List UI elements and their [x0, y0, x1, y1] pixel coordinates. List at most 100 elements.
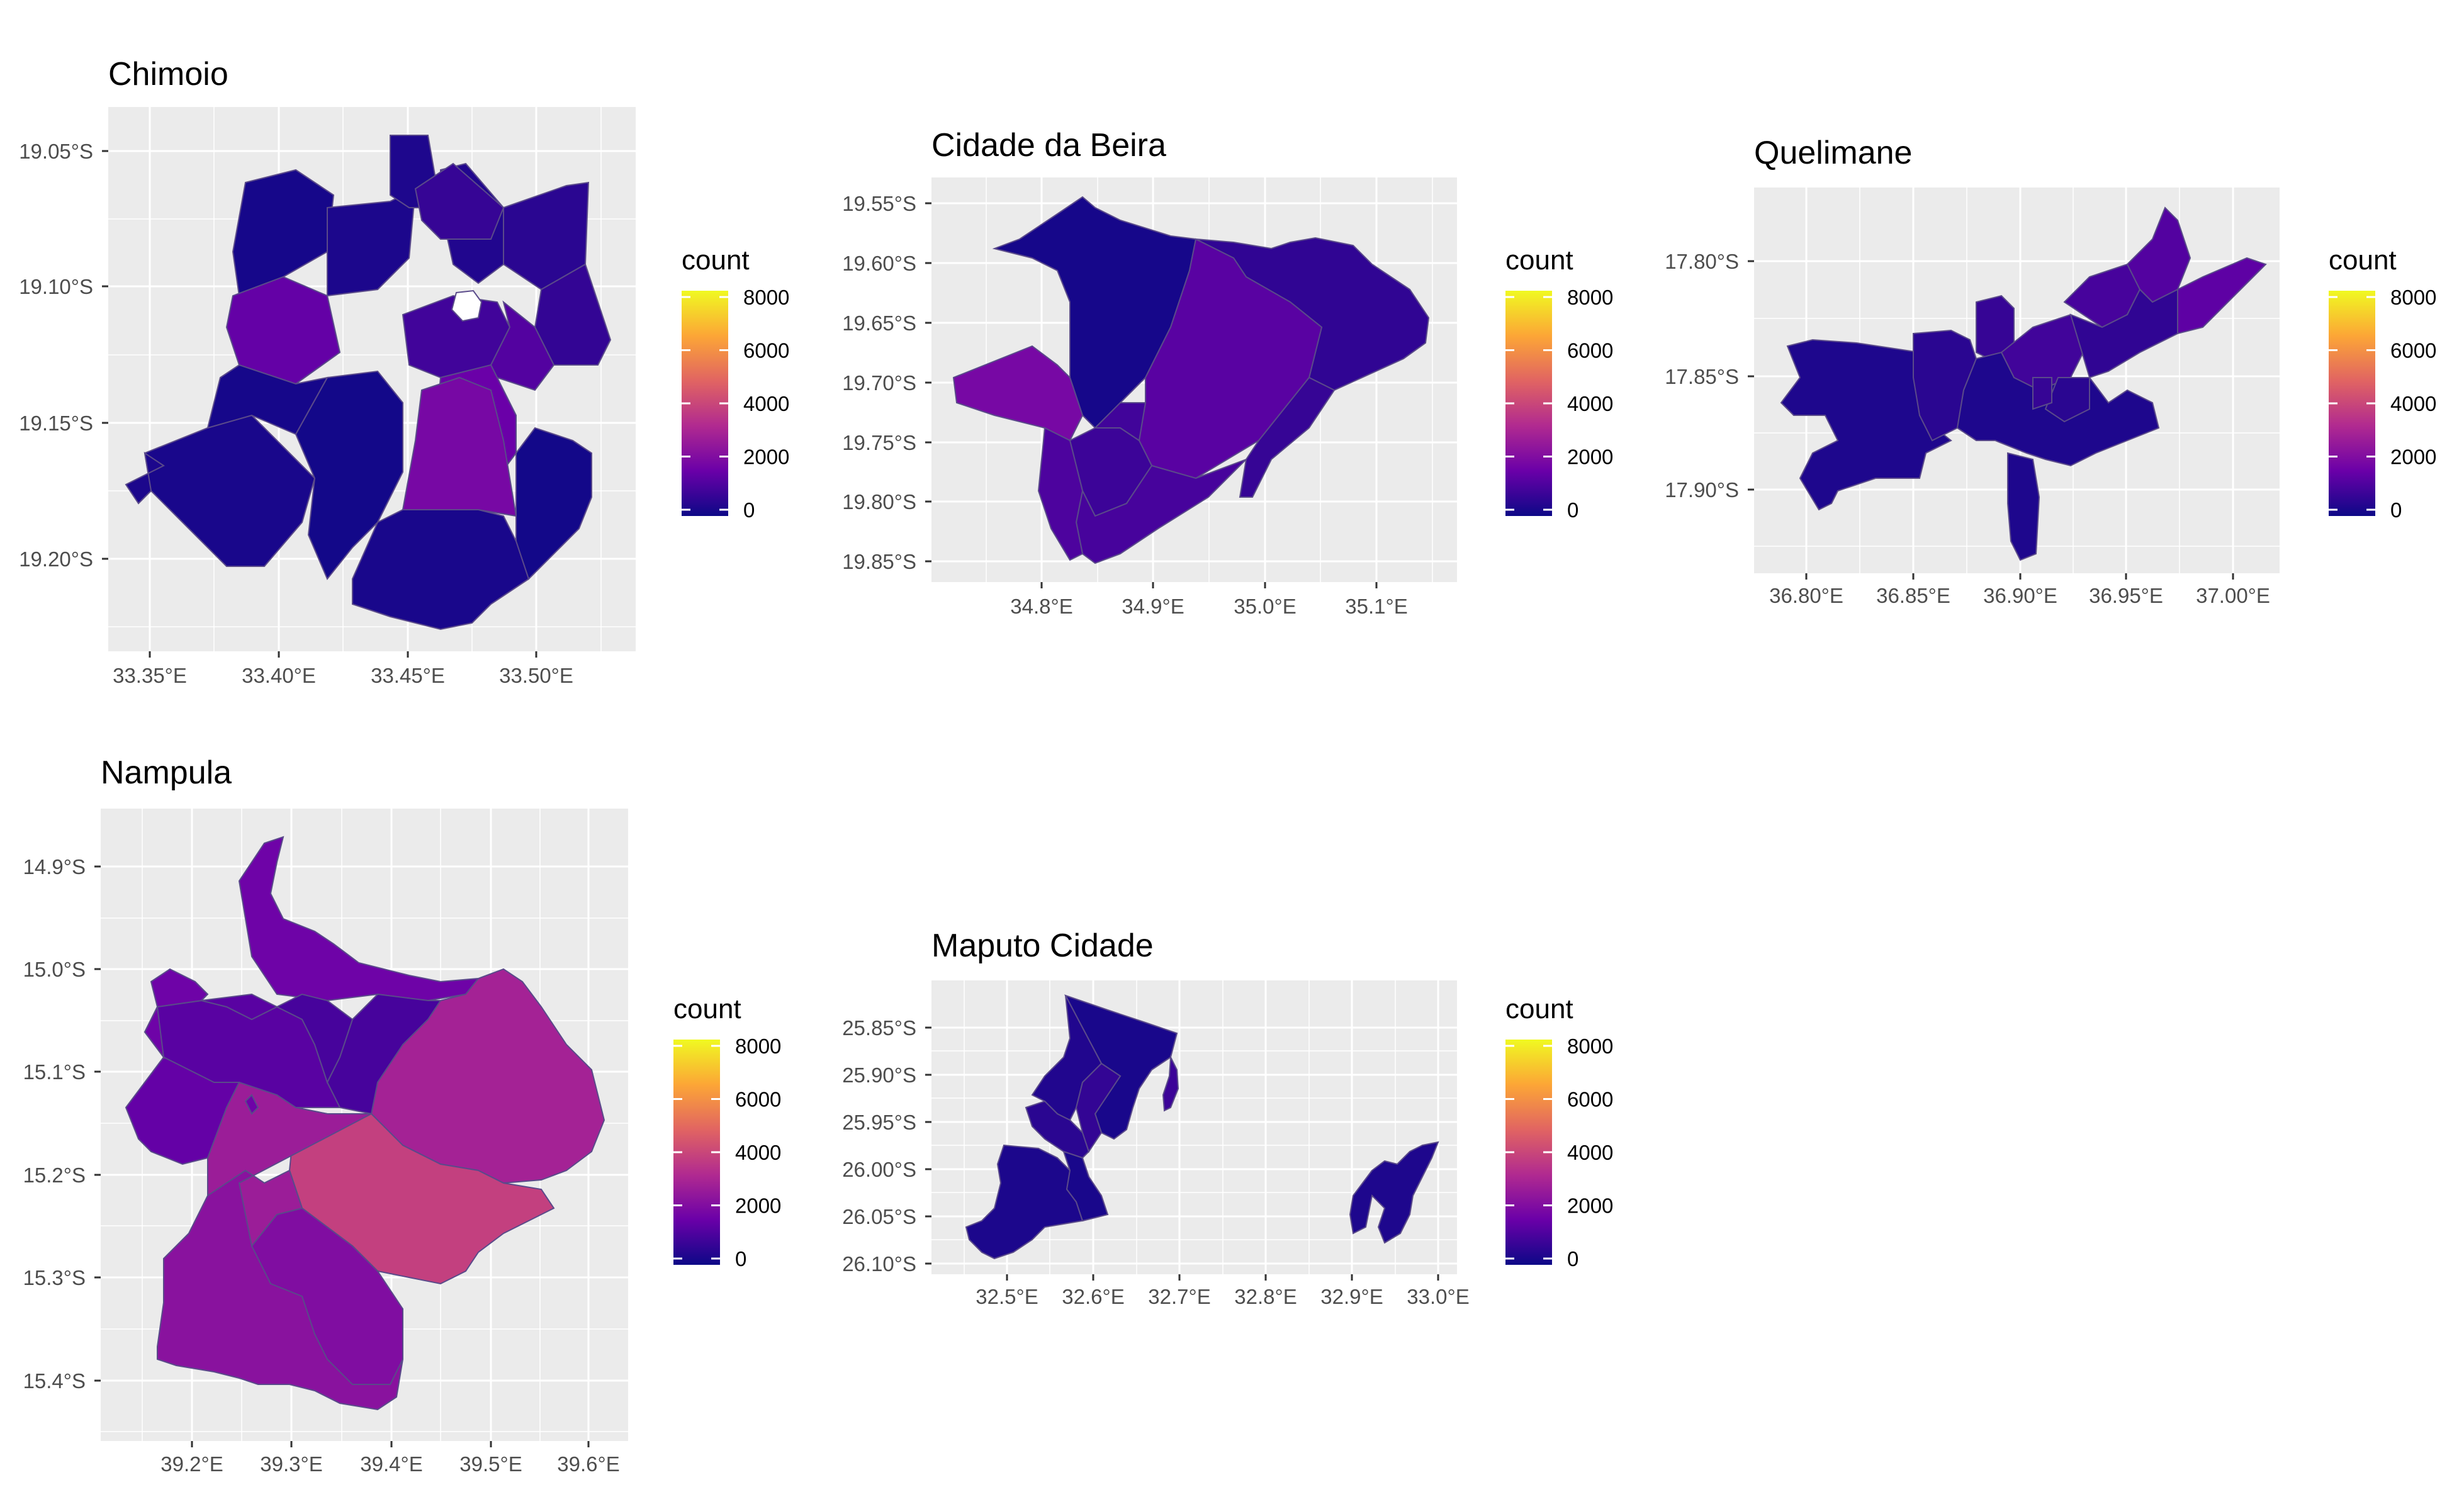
x-tick-label: 32.8°E — [1234, 1285, 1297, 1308]
legend-label: 0 — [743, 498, 755, 522]
district-polygon — [1239, 376, 1336, 498]
colorbar-legend: count 8000 6000 4000 2000 0 — [2329, 245, 2436, 522]
district-polygon — [201, 993, 279, 1021]
y-tick-label: 19.55°S — [842, 192, 916, 215]
panel-title: Nampula — [101, 754, 232, 791]
district-polygon — [2032, 377, 2052, 410]
legend-label: 6000 — [743, 339, 789, 362]
gridlines — [931, 980, 1457, 1274]
x-tick-label: 33.0°E — [1407, 1285, 1469, 1308]
legend-label: 8000 — [1567, 1035, 1613, 1058]
y-tick-label: 15.0°S — [23, 958, 86, 981]
x-tick-label: 32.6°E — [1062, 1285, 1124, 1308]
legend-label: 8000 — [2390, 286, 2436, 309]
legend-label: 0 — [1567, 498, 1578, 522]
y-tick-label: 19.15°S — [19, 412, 93, 435]
y-tick-label: 15.1°S — [23, 1060, 86, 1084]
colorbar-legend: count 8000 6000 4000 2000 0 — [1505, 245, 1613, 522]
legend-label: 6000 — [2390, 339, 2436, 362]
district-polygon — [225, 276, 341, 385]
y-tick-label: 26.00°S — [842, 1158, 916, 1181]
district-polygon — [250, 1207, 403, 1385]
x-tick-label: 32.9°E — [1320, 1285, 1383, 1308]
x-tick-label: 32.7°E — [1148, 1285, 1210, 1308]
x-tick-label: 39.5°E — [459, 1452, 522, 1476]
x-tick-label: 39.6°E — [557, 1452, 619, 1476]
panel-nampula: Nampula — [101, 754, 628, 1441]
district-polygon — [1093, 402, 1147, 442]
legend-label: 6000 — [735, 1088, 781, 1111]
legend-label: 4000 — [1567, 1141, 1613, 1164]
panel-cidade-da-beira: Cidade da Beira — [931, 127, 1457, 582]
legend-label: 4000 — [1567, 392, 1613, 415]
legend-title: count — [673, 994, 741, 1024]
district-polygons — [952, 196, 1430, 564]
legend-label: 2000 — [2390, 446, 2436, 469]
legend-label: 6000 — [1567, 339, 1613, 362]
y-tick-label: 19.85°S — [842, 550, 916, 573]
district-polygon — [2007, 452, 2040, 561]
district-polygons — [965, 994, 1439, 1260]
district-polygon — [125, 451, 165, 505]
x-tick-label: 39.4°E — [360, 1452, 422, 1476]
legend-label: 4000 — [2390, 392, 2436, 415]
y-tick-label: 14.9°S — [23, 855, 86, 878]
legend-label: 8000 — [1567, 286, 1613, 309]
district-polygons — [1780, 206, 2267, 561]
legends: count 8000 6000 4000 2000 0 count 8000 6000 4000 2… — [673, 245, 2436, 1270]
axis-tick-labels: 33.35°E 33.40°E 33.45°E 33.50°E 19.05°S 19.10… — [19, 140, 2270, 1476]
legend-label: 2000 — [735, 1194, 781, 1218]
y-tick-label: 15.2°S — [23, 1164, 86, 1187]
legend-label: 2000 — [1567, 446, 1613, 469]
panel-maputo-cidade: Maputo Cidade — [931, 928, 1457, 1274]
legend-title: count — [1505, 994, 1573, 1024]
district-polygon — [1075, 1062, 1122, 1153]
x-tick-label: 33.35°E — [113, 664, 187, 687]
x-tick-label: 39.3°E — [260, 1452, 322, 1476]
legend-label: 4000 — [735, 1141, 781, 1164]
district-polygon — [1062, 1150, 1109, 1222]
y-tick-label: 19.60°S — [842, 252, 916, 275]
district-polygon — [1349, 1141, 1439, 1244]
y-tick-label: 19.75°S — [842, 431, 916, 454]
legend-label: 0 — [1567, 1247, 1578, 1270]
district-polygon — [238, 836, 480, 1002]
legend-label: 6000 — [1567, 1088, 1613, 1111]
y-tick-label: 19.70°S — [842, 371, 916, 395]
panel-title: Chimoio — [108, 56, 228, 93]
district-polygon — [1037, 427, 1084, 561]
legend-label: 4000 — [743, 392, 789, 415]
panel-quelimane: Quelimane — [1754, 135, 2280, 573]
district-polygon — [1162, 1055, 1179, 1112]
district-polygon — [2069, 288, 2178, 379]
colorbar-legend: count 8000 6000 4000 2000 0 — [682, 245, 789, 522]
panel-chimoio: Chimoio — [108, 56, 636, 651]
district-polygon — [2177, 257, 2267, 335]
x-tick-label: 39.2°E — [160, 1452, 223, 1476]
y-tick-label: 25.90°S — [842, 1063, 916, 1087]
colorbar-legend: count 8000 6000 4000 2000 0 — [673, 994, 781, 1270]
district-polygon — [414, 162, 505, 240]
x-tick-label: 35.1°E — [1345, 595, 1407, 618]
district-polygon — [143, 968, 209, 1060]
x-tick-label: 36.85°E — [1876, 584, 1950, 607]
legend-title: count — [1505, 245, 1573, 276]
district-polygon — [125, 1056, 240, 1165]
district-polygon — [952, 345, 1084, 442]
y-tick-label: 19.05°S — [19, 140, 93, 163]
urban-core-gap — [451, 289, 483, 322]
y-tick-label: 19.65°S — [842, 311, 916, 335]
district-polygon — [206, 364, 329, 435]
y-tick-label: 25.95°S — [842, 1111, 916, 1134]
panel-title: Quelimane — [1754, 135, 1912, 171]
district-polygon — [295, 370, 403, 580]
x-tick-label: 33.50°E — [499, 664, 573, 687]
x-tick-label: 32.5°E — [976, 1285, 1038, 1308]
x-tick-label: 36.80°E — [1769, 584, 1843, 607]
x-tick-label: 34.8°E — [1010, 595, 1072, 618]
y-tick-label: 26.05°S — [842, 1205, 916, 1228]
district-polygon — [232, 169, 335, 297]
legend-label: 2000 — [1567, 1194, 1613, 1218]
legend-label: 0 — [735, 1247, 746, 1270]
